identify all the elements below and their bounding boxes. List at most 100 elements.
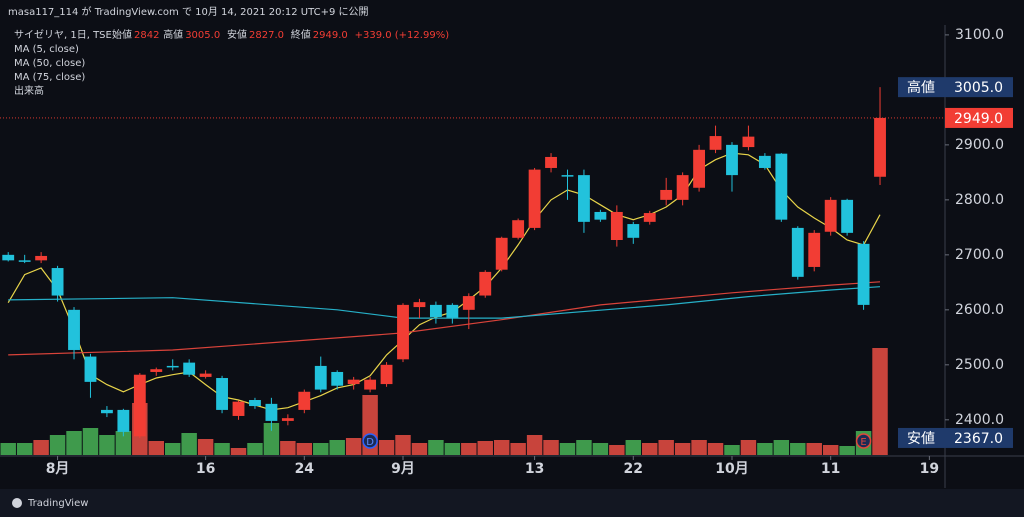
volume-bar: [411, 443, 428, 455]
price-label-box: [945, 427, 1013, 448]
volume-bar: [82, 428, 99, 455]
candle-body: [35, 255, 48, 261]
candle-body: [643, 213, 656, 222]
volume-bar: [592, 443, 609, 455]
candle-body: [791, 227, 804, 277]
volume-bar: [33, 440, 49, 455]
candle-body: [331, 371, 344, 386]
candle-body: [528, 169, 541, 228]
candle-body: [660, 189, 673, 200]
volume-bar: [115, 431, 132, 455]
candle-body: [232, 401, 245, 416]
candle-body: [627, 224, 640, 238]
volume-bar: [674, 443, 691, 455]
volume-bar: [16, 443, 33, 455]
moving-average: [8, 281, 881, 356]
candle-body: [51, 268, 64, 296]
ohlc-label: 終値: [291, 28, 311, 41]
x-tick-label: 13: [525, 461, 544, 477]
volume-bar: [461, 443, 477, 455]
ohlc-value: 2949.0: [313, 30, 348, 41]
candle-body: [249, 400, 261, 407]
candle-body: [545, 156, 557, 168]
candle-body: [479, 271, 492, 296]
logo-icon: [12, 498, 22, 508]
x-tick-label: 10月: [715, 461, 748, 477]
candle-body: [281, 418, 294, 421]
candle-body: [512, 220, 525, 238]
ohlc-value: 2827.0: [249, 30, 284, 41]
candle-body: [841, 199, 854, 233]
volume-bar: [806, 443, 822, 455]
x-tick-label: 24: [295, 461, 315, 477]
candle-body: [298, 391, 311, 410]
y-tick-label: 2400.0: [955, 412, 1004, 428]
volume-bar: [395, 435, 411, 455]
ohlc-label: 高値: [163, 28, 183, 41]
candle-body: [347, 379, 360, 385]
price-label-box: [945, 107, 1013, 128]
ohlc-value: 3005.0: [185, 30, 220, 41]
candle-body: [100, 409, 113, 414]
volume-bar: [329, 440, 345, 455]
footer-bar: [0, 489, 1024, 517]
candle-body: [68, 309, 80, 350]
volume-bar: [691, 440, 707, 455]
volume-bar: [280, 441, 296, 455]
candle-body: [183, 362, 196, 375]
x-tick-label: 19: [920, 461, 939, 477]
legend-entry: MA (50, close): [14, 58, 85, 69]
candle-body: [742, 136, 755, 148]
legend-entry: MA (75, close): [14, 72, 85, 83]
volume-bar: [510, 443, 526, 455]
volume-bar: [773, 440, 790, 455]
volume-bar: [526, 435, 543, 455]
candle-body: [265, 403, 278, 421]
x-tick-label: 9月: [391, 461, 415, 477]
candle-body: [462, 296, 475, 310]
candle-body: [364, 379, 377, 390]
candle-body: [594, 211, 607, 220]
candle-body: [578, 175, 590, 222]
candle-body: [413, 302, 426, 308]
moving-average: [8, 286, 881, 319]
ohlc-label: 安値: [227, 28, 247, 41]
y-tick-label: 2500.0: [955, 357, 1004, 373]
candle-body: [18, 260, 31, 262]
volume-bar: [164, 443, 181, 455]
price-label-name: 安値: [907, 431, 935, 447]
volume-bar: [378, 440, 395, 455]
y-tick-label: 2600.0: [955, 302, 1004, 318]
volume-bar: [790, 443, 806, 455]
candle-body: [561, 175, 574, 177]
volume-bar: [0, 443, 16, 455]
volume-bar: [181, 433, 197, 455]
price-label-name: 高値: [907, 79, 935, 96]
brand: TradingView: [27, 498, 88, 509]
legend-entry: MA (5, close): [14, 44, 79, 55]
volume-bar: [148, 441, 164, 455]
volume-bar: [707, 443, 724, 455]
event-marker: [855, 433, 872, 449]
price-label-box: [945, 77, 1013, 98]
x-tick-label: 11: [821, 461, 840, 477]
volume-bar: [576, 440, 592, 455]
volume-bar: [444, 443, 461, 455]
x-tick-label: 16: [196, 461, 215, 477]
volume-bar: [625, 440, 642, 455]
x-tick-label: 8月: [46, 461, 70, 477]
volume-bar: [740, 440, 757, 455]
candle-body: [824, 199, 837, 232]
price-label-tag: [898, 427, 945, 448]
candle-body: [857, 243, 870, 305]
candle-body: [446, 304, 459, 318]
candle-body: [199, 373, 212, 377]
y-tick-label: 2700.0: [955, 247, 1004, 263]
volume-bar: [822, 445, 839, 455]
volume-bar: [296, 443, 313, 455]
volume-bar: [493, 440, 510, 455]
candle-body: [726, 144, 738, 176]
candle-body: [693, 149, 706, 188]
